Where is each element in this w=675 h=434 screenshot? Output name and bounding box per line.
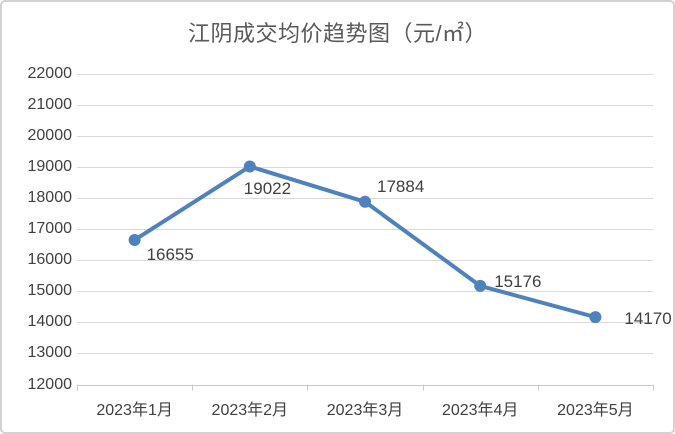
y-axis-tick-label: 15000 [27, 282, 73, 300]
data-point-marker [589, 311, 602, 324]
data-point-marker [474, 279, 487, 292]
data-label: 16655 [146, 244, 194, 264]
data-point-marker [128, 233, 141, 246]
y-axis-tick-label: 17000 [27, 220, 73, 238]
y-axis-tick-label: 12000 [27, 375, 73, 393]
data-label: 19022 [243, 179, 292, 199]
x-axis-tick-label: 2023年2月 [211, 402, 289, 419]
data-label: 15176 [494, 271, 542, 291]
chart-title: 江阴成交均价趋势图（元/㎡） [187, 21, 488, 46]
x-axis-tick-label: 2023年3月 [326, 402, 404, 419]
y-axis-tick-label: 19000 [27, 158, 73, 176]
data-point-marker [243, 160, 256, 173]
y-axis-tick-label: 22000 [27, 65, 73, 82]
x-axis-tick-label: 2023年1月 [96, 402, 173, 419]
y-axis-tick-label: 21000 [27, 96, 73, 114]
data-label: 14170 [624, 309, 672, 329]
y-axis-tick-label: 20000 [27, 127, 73, 145]
data-label: 17884 [377, 176, 425, 196]
x-axis-tick-label: 2023年5月 [557, 402, 634, 419]
data-point-marker [359, 195, 371, 208]
series-line [132, 164, 598, 320]
y-axis-tick-label: 14000 [27, 313, 73, 331]
y-axis-tick-label: 18000 [27, 189, 73, 207]
y-axis-tick-label: 16000 [27, 251, 73, 269]
x-axis-tick-label: 2023年4月 [441, 402, 519, 419]
y-axis-tick-label: 13000 [27, 344, 73, 362]
